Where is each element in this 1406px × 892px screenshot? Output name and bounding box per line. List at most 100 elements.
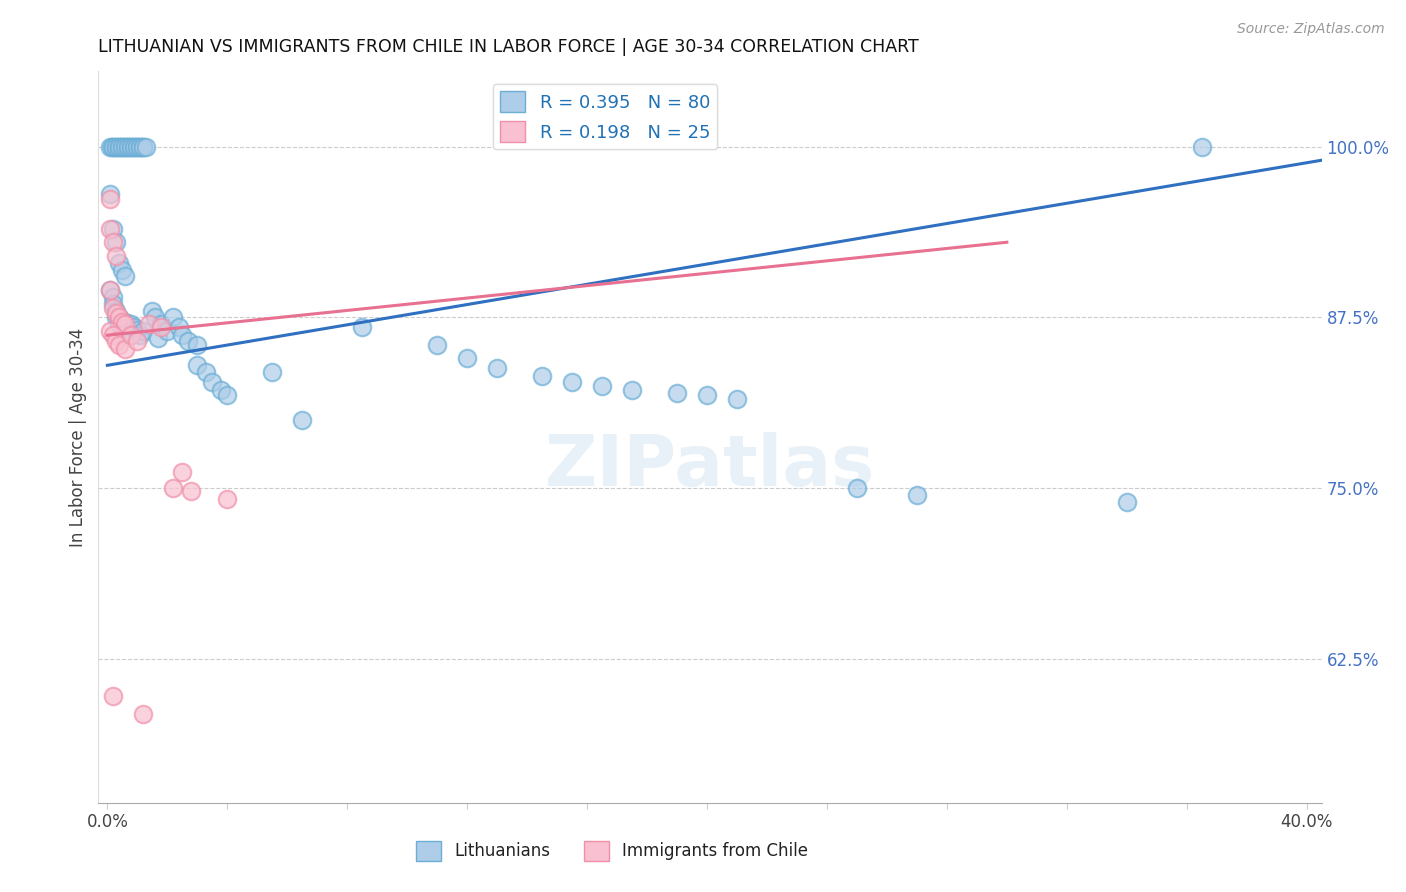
Point [148, 331, 170, 345]
Point [103, 689, 125, 703]
Point [105, 249, 128, 263]
Point [103, 301, 125, 315]
Point [108, 139, 131, 153]
Text: LITHUANIAN VS IMMIGRANTS FROM CHILE IN LABOR FORCE | AGE 30-34 CORRELATION CHART: LITHUANIAN VS IMMIGRANTS FROM CHILE IN L… [98, 38, 920, 56]
Point [1115, 495, 1137, 509]
Point [103, 139, 125, 153]
Point [162, 310, 184, 325]
Point [132, 139, 155, 153]
Point [105, 310, 128, 325]
Point [129, 328, 152, 343]
Point [132, 706, 155, 721]
Point [100, 139, 122, 153]
Point [201, 375, 224, 389]
Point [108, 256, 131, 270]
Point [111, 320, 134, 334]
Point [129, 139, 152, 153]
Point [127, 139, 149, 153]
Point [209, 383, 232, 397]
Point [111, 314, 134, 328]
Point [100, 187, 122, 202]
Point [426, 338, 449, 352]
Point [105, 139, 128, 153]
Point [531, 369, 554, 384]
Point [591, 379, 613, 393]
Point [135, 139, 157, 153]
Point [124, 139, 146, 153]
Point [103, 221, 125, 235]
Point [138, 318, 160, 332]
Point [486, 361, 509, 376]
Point [105, 235, 128, 250]
Point [132, 324, 155, 338]
Point [100, 221, 122, 235]
Point [129, 139, 152, 153]
Point [127, 323, 149, 337]
Point [120, 318, 142, 332]
Text: Source: ZipAtlas.com: Source: ZipAtlas.com [1237, 22, 1385, 37]
Point [108, 338, 131, 352]
Point [114, 342, 136, 356]
Point [845, 481, 868, 495]
Point [141, 303, 163, 318]
Point [195, 365, 218, 379]
Point [101, 139, 124, 153]
Point [108, 310, 131, 325]
Point [117, 139, 139, 153]
Point [905, 488, 928, 502]
Point [132, 139, 155, 153]
Point [100, 324, 122, 338]
Point [180, 484, 202, 499]
Point [156, 324, 179, 338]
Point [127, 334, 149, 348]
Point [186, 338, 208, 352]
Point [150, 318, 173, 332]
Point [561, 375, 583, 389]
Point [162, 481, 184, 495]
Point [103, 328, 125, 343]
Point [108, 318, 131, 332]
Point [172, 328, 194, 343]
Point [124, 320, 146, 334]
Point [105, 334, 128, 348]
Point [117, 139, 139, 153]
Point [352, 320, 374, 334]
Point [114, 318, 136, 332]
Point [114, 269, 136, 284]
Point [696, 388, 718, 402]
Point [100, 283, 122, 297]
Point [172, 465, 194, 479]
Legend: R = 0.395   N = 80, R = 0.198   N = 25: R = 0.395 N = 80, R = 0.198 N = 25 [492, 84, 717, 149]
Point [100, 192, 122, 206]
Point [621, 383, 644, 397]
Point [145, 310, 167, 325]
Point [117, 318, 139, 332]
Point [103, 235, 125, 250]
Point [114, 139, 136, 153]
Text: ZIPatlas: ZIPatlas [546, 432, 875, 500]
Point [291, 413, 314, 427]
Point [120, 328, 142, 343]
Point [169, 320, 191, 334]
Point [120, 328, 142, 343]
Point [108, 139, 131, 153]
Point [111, 262, 134, 277]
Point [114, 314, 136, 328]
Point [217, 492, 239, 507]
Point [120, 139, 142, 153]
Point [120, 139, 142, 153]
Point [117, 324, 139, 338]
Point [150, 320, 173, 334]
Point [666, 385, 689, 400]
Point [124, 139, 146, 153]
Point [111, 314, 134, 328]
Point [105, 306, 128, 320]
Point [103, 297, 125, 311]
Point [177, 334, 200, 348]
Point [103, 290, 125, 304]
Point [108, 310, 131, 325]
Point [127, 139, 149, 153]
Point [111, 139, 134, 153]
Point [111, 139, 134, 153]
Point [725, 392, 748, 407]
